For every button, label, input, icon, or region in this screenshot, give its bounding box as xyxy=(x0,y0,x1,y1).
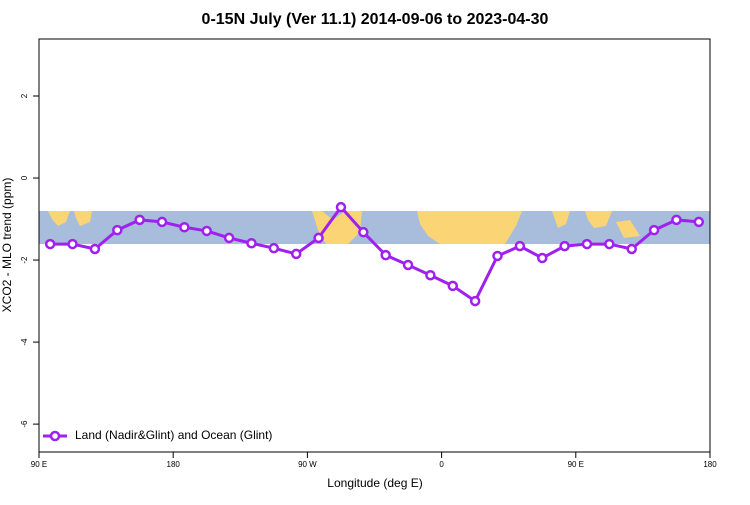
plot-frame xyxy=(38,38,711,453)
y-tick-label: -2 xyxy=(20,256,29,264)
data-point xyxy=(268,242,280,254)
data-point xyxy=(223,232,235,244)
data-point xyxy=(402,259,414,271)
x-tick-label: 90 E xyxy=(568,460,584,469)
data-point xyxy=(581,238,593,250)
chart-title: 0-15N July (Ver 11.1) 2014-09-06 to 2023… xyxy=(202,11,549,28)
data-point xyxy=(492,250,503,262)
data-point xyxy=(358,226,369,238)
x-axis-label: Longitude (deg E) xyxy=(327,476,422,490)
data-point xyxy=(626,243,637,255)
data-point xyxy=(469,295,481,307)
data-point xyxy=(290,248,302,260)
y-tick-label: 0 xyxy=(20,175,29,180)
data-point xyxy=(425,269,436,281)
data-point xyxy=(112,224,123,236)
data-point xyxy=(693,216,705,228)
data-point xyxy=(201,225,212,237)
x-tick-label: 180 xyxy=(167,460,181,469)
legend-label: Land (Nadir&Glint) and Ocean (Glint) xyxy=(75,428,272,442)
data-point xyxy=(380,249,391,261)
y-axis-label: XCO2 - MLO trend (ppm) xyxy=(0,178,14,313)
data-point xyxy=(648,224,660,236)
data-point xyxy=(67,238,78,250)
x-tick-label: 90 W xyxy=(298,460,317,469)
data-point xyxy=(537,252,548,264)
y-tick-label: -6 xyxy=(20,420,29,428)
x-tick-label: 0 xyxy=(439,460,444,469)
data-point xyxy=(134,214,145,226)
y-tick-label: -4 xyxy=(20,338,29,346)
data-point xyxy=(559,240,570,252)
data-point xyxy=(44,238,56,250)
data-point xyxy=(447,280,459,292)
data-point xyxy=(156,216,168,228)
data-point xyxy=(313,232,324,244)
x-tick-label: 90 E xyxy=(31,460,47,469)
data-point xyxy=(514,240,526,252)
x-tick-label: 180 xyxy=(703,460,717,469)
data-point xyxy=(89,243,101,255)
data-point xyxy=(246,237,257,249)
legend-swatch-marker xyxy=(49,430,61,442)
data-point xyxy=(179,221,190,233)
data-point xyxy=(335,201,347,213)
data-point xyxy=(671,214,682,226)
y-tick-label: 2 xyxy=(20,93,29,98)
data-point xyxy=(604,238,615,250)
map-background xyxy=(39,211,710,244)
